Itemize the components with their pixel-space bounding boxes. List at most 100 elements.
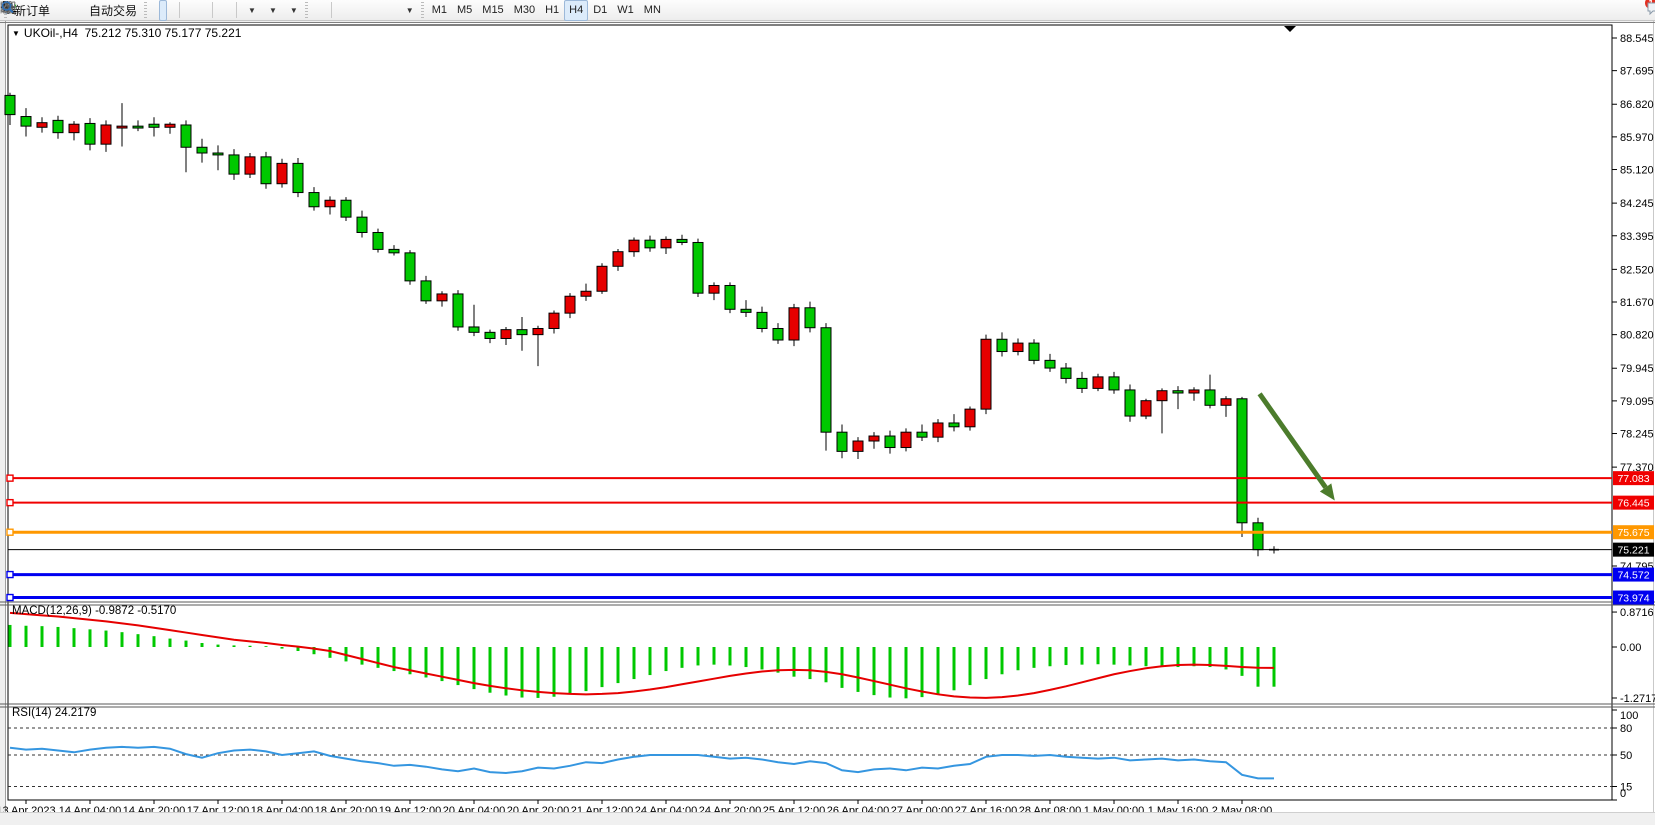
toolbar-grip	[420, 2, 424, 18]
timeframe-d1[interactable]: D1	[593, 4, 608, 16]
svg-text:0.00: 0.00	[1620, 642, 1641, 654]
timeframe-m5[interactable]: M5	[457, 4, 473, 16]
svg-text:83.395: 83.395	[1620, 231, 1654, 243]
svg-text:15: 15	[1620, 782, 1632, 794]
line-chart-button[interactable]	[0, 0, 176, 21]
notifications-button[interactable]: 1	[1645, 0, 1655, 21]
chart-ohlc-values: 75.212 75.310 75.177 75.221	[84, 26, 242, 40]
svg-text:87.695: 87.695	[1620, 66, 1654, 78]
crosshair-button[interactable]	[1, 0, 328, 21]
new-chart-button[interactable]: ▼	[0, 0, 260, 21]
status-bar	[0, 812, 1655, 825]
timeframe-h4[interactable]: H4	[564, 0, 589, 21]
dropdown-caret: ▼	[405, 5, 414, 15]
timeframe-w1[interactable]: W1	[617, 4, 634, 16]
svg-text:79.945: 79.945	[1620, 363, 1654, 375]
autotrading-label: 自动交易	[89, 3, 138, 18]
templates-button[interactable]: ▼	[1, 0, 302, 21]
svg-text:76.445: 76.445	[1617, 498, 1649, 510]
price-badge: 77.083	[1613, 471, 1654, 486]
price-badge: 76.445	[1613, 495, 1654, 510]
chart-menu-triangle-icon: ▼	[12, 29, 20, 38]
separator	[236, 2, 238, 18]
horizontal-line-button[interactable]	[1, 0, 352, 21]
svg-text:77.083: 77.083	[1617, 473, 1649, 485]
fibonacci-button[interactable]: F	[1, 0, 379, 21]
line-anchor-handle[interactable]	[6, 528, 14, 536]
svg-text:82.520: 82.520	[1620, 264, 1654, 276]
text-button[interactable]: A	[2, 0, 388, 21]
trendline-button[interactable]	[1, 0, 361, 21]
candles	[4, 92, 1279, 557]
svg-text:0: 0	[1620, 788, 1626, 800]
bar-chart-button[interactable]	[1, 0, 158, 21]
macd-pane: 0.8716 0.00 -1.2717	[8, 607, 1655, 705]
toolbar-grip	[304, 2, 308, 18]
line-anchor-handle[interactable]	[6, 474, 14, 482]
dropdown-caret: ▼	[268, 5, 277, 15]
svg-text:0.8716: 0.8716	[1620, 607, 1654, 619]
svg-text:80.820: 80.820	[1620, 330, 1654, 342]
chart-shift-button[interactable]	[3, 0, 233, 21]
arrows-button[interactable]: ▼	[1, 0, 418, 21]
timeframe-h1[interactable]: H1	[545, 4, 560, 16]
svg-text:77.370: 77.370	[1620, 462, 1654, 474]
chart-title[interactable]: ▼ UKOil-,H4 75.212 75.310 75.177 75.221	[12, 26, 241, 40]
svg-text:84.245: 84.245	[1620, 198, 1654, 210]
timeframe-bar: M1 M5 M15 M30 H1 H4 D1 W1 MN	[427, 0, 666, 21]
svg-text:74.572: 74.572	[1617, 570, 1649, 582]
rsi-indicator-label: RSI(14) 24.2179	[12, 707, 97, 719]
trend-arrow-annotation[interactable]	[1257, 392, 1335, 501]
equidistant-channel-button[interactable]: E	[1, 0, 370, 21]
svg-text:80: 80	[1620, 723, 1632, 735]
vertical-line-button[interactable]	[4, 0, 343, 21]
zoom-in-button[interactable]	[1, 0, 191, 21]
svg-text:81.670: 81.670	[1620, 297, 1654, 309]
order-ticket-button[interactable]	[1, 0, 63, 21]
signals-button[interactable]	[1, 0, 81, 21]
new-order-button[interactable]: 新订单	[10, 0, 54, 21]
chart-shift-marker[interactable]	[1284, 26, 1296, 32]
new-order-label: 新订单	[14, 3, 51, 18]
auto-scroll-button[interactable]	[2, 0, 224, 21]
separator	[212, 2, 214, 18]
zoom-out-button[interactable]	[1, 0, 200, 21]
tile-windows-button[interactable]	[0, 0, 209, 21]
timeframe-mn[interactable]: MN	[643, 4, 661, 16]
svg-text:85.970: 85.970	[1620, 132, 1654, 144]
timeframe-m15[interactable]: M15	[482, 4, 504, 16]
svg-text:-1.2717: -1.2717	[1620, 693, 1655, 705]
horizontal-line-objects[interactable]	[6, 474, 1612, 602]
search-button[interactable]	[1, 0, 1644, 21]
svg-text:F: F	[12, 9, 16, 15]
separator	[179, 2, 181, 18]
rsi-line	[9, 745, 1274, 780]
cursor-button[interactable]	[3, 0, 319, 21]
svg-text:73.974: 73.974	[1617, 593, 1649, 605]
line-anchor-handle[interactable]	[6, 498, 14, 507]
svg-text:88.545: 88.545	[1620, 33, 1654, 45]
macd-indicator-label: MACD(12,26,9) -0.9872 -0.5170	[12, 605, 177, 617]
dropdown-caret: ▼	[248, 5, 256, 15]
candlestick-chart-button[interactable]	[1, 0, 168, 21]
toolbar-grip	[144, 2, 148, 18]
macd-signal-line	[9, 611, 1275, 699]
svg-text:79.095: 79.095	[1620, 396, 1654, 408]
svg-text:86.820: 86.820	[1620, 99, 1654, 111]
line-anchor-handle[interactable]	[6, 593, 14, 602]
price-axis[interactable]: 88.545 87.695 86.820 85.970 85.120 84.245 83.3…	[1612, 33, 1654, 605]
autotrading-button[interactable]: 自动交易	[0, 0, 141, 21]
timeframe-m30[interactable]: M30	[513, 4, 536, 16]
svg-text:A: A	[2, 0, 11, 14]
chart-symbol: UKOil-,H4	[23, 26, 78, 40]
price-badge: 75.221	[1613, 542, 1654, 557]
periods-button[interactable]: ▼	[1, 0, 281, 21]
svg-text:E: E	[12, 9, 17, 15]
text-label-button[interactable]: T	[0, 0, 397, 21]
timeframe-m1[interactable]: M1	[431, 4, 447, 16]
line-anchor-handle[interactable]	[6, 570, 14, 579]
svg-text:85.120: 85.120	[1620, 165, 1654, 177]
accounts-button[interactable]	[1, 0, 72, 21]
